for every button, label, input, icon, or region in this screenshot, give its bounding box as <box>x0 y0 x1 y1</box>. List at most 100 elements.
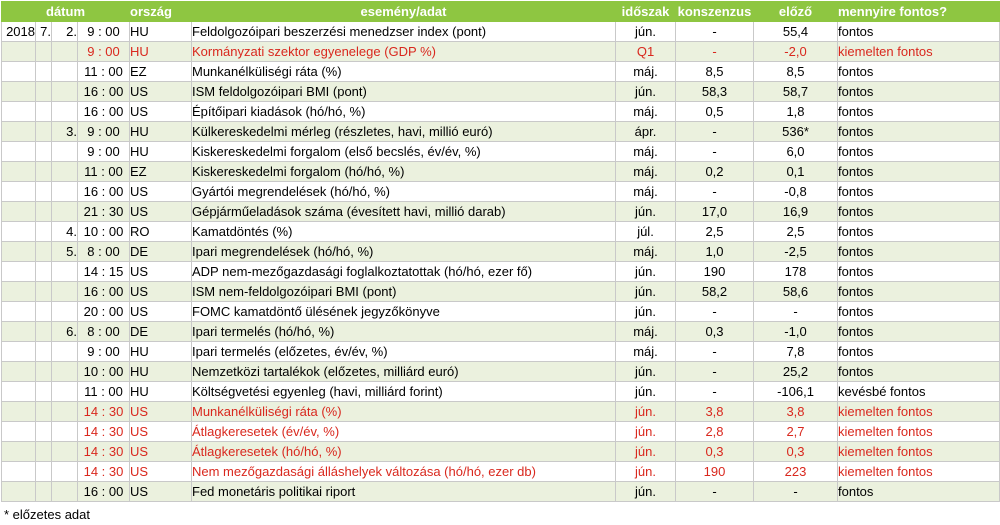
importance-cell: fontos <box>837 361 1000 382</box>
country-cell: HU <box>129 361 192 382</box>
importance-cell: fontos <box>837 101 1000 122</box>
event-cell: Kamatdöntés (%) <box>191 221 616 242</box>
importance-cell: kiemelten fontos <box>837 461 1000 482</box>
previous-cell: 0,3 <box>753 441 838 462</box>
table-row: 10 : 00 HU Nemzetközi tartalékok (előzetes… <box>1 361 1000 382</box>
country-cell: DE <box>129 321 192 342</box>
date-year <box>1 401 36 422</box>
time-cell: 16 : 00 <box>77 81 130 102</box>
date-month <box>35 121 52 142</box>
country-cell: US <box>129 261 192 282</box>
date-year: 2018 <box>1 21 36 42</box>
table-body: 2018 7. 2. 9 : 00 HU Feldolgozóipari beszerzé… <box>1 21 1000 502</box>
importance-cell: fontos <box>837 141 1000 162</box>
importance-cell: fontos <box>837 281 1000 302</box>
period-cell: jún. <box>615 361 676 382</box>
consensus-cell: - <box>675 361 754 382</box>
date-day: 5. <box>51 241 78 262</box>
consensus-cell: 0,3 <box>675 321 754 342</box>
importance-cell: fontos <box>837 181 1000 202</box>
country-cell: EZ <box>129 61 192 82</box>
period-cell: máj. <box>615 341 676 362</box>
header-importance: mennyire fontos? <box>837 1 1000 22</box>
importance-cell: fontos <box>837 201 1000 222</box>
previous-cell: -106,1 <box>753 381 838 402</box>
time-cell: 9 : 00 <box>77 141 130 162</box>
date-day <box>51 361 78 382</box>
event-cell: Kiskereskedelmi forgalom (hó/hó, %) <box>191 161 616 182</box>
country-cell: US <box>129 81 192 102</box>
importance-cell: kiemelten fontos <box>837 401 1000 422</box>
table-row: 9 : 00 HU Kiskereskedelmi forgalom (első b… <box>1 141 1000 162</box>
time-cell: 9 : 00 <box>77 121 130 142</box>
date-month <box>35 401 52 422</box>
date-day <box>51 141 78 162</box>
date-month <box>35 101 52 122</box>
importance-cell: fontos <box>837 481 1000 502</box>
consensus-cell: 0,5 <box>675 101 754 122</box>
importance-cell: kiemelten fontos <box>837 41 1000 62</box>
table-row: 16 : 00 US Gyártói megrendelések (hó/hó, %… <box>1 181 1000 202</box>
period-cell: jún. <box>615 481 676 502</box>
date-year <box>1 461 36 482</box>
previous-cell: 6,0 <box>753 141 838 162</box>
date-month <box>35 421 52 442</box>
date-year <box>1 221 36 242</box>
country-cell: DE <box>129 241 192 262</box>
date-day <box>51 101 78 122</box>
importance-cell: kiemelten fontos <box>837 421 1000 442</box>
consensus-cell: 0,2 <box>675 161 754 182</box>
country-cell: HU <box>129 121 192 142</box>
date-year <box>1 301 36 322</box>
country-cell: US <box>129 101 192 122</box>
importance-cell: fontos <box>837 301 1000 322</box>
consensus-cell: - <box>675 381 754 402</box>
table-row: 14 : 30 US Nem mezőgazdasági álláshelyek v… <box>1 461 1000 482</box>
date-year <box>1 321 36 342</box>
time-cell: 10 : 00 <box>77 221 130 242</box>
date-year <box>1 341 36 362</box>
date-year <box>1 441 36 462</box>
date-day: 4. <box>51 221 78 242</box>
importance-cell: fontos <box>837 21 1000 42</box>
period-cell: jún. <box>615 421 676 442</box>
header-consensus: konszenzus <box>675 1 754 22</box>
country-cell: US <box>129 281 192 302</box>
importance-cell: fontos <box>837 341 1000 362</box>
previous-cell: 2,7 <box>753 421 838 442</box>
period-cell: jún. <box>615 281 676 302</box>
table-row: 16 : 00 US ISM feldolgozóipari BMI (pont) j… <box>1 81 1000 102</box>
header-period: időszak <box>615 1 676 22</box>
time-cell: 16 : 00 <box>77 281 130 302</box>
date-day <box>51 161 78 182</box>
consensus-cell: 0,3 <box>675 441 754 462</box>
importance-cell: fontos <box>837 161 1000 182</box>
event-cell: Kiskereskedelmi forgalom (első becslés, … <box>191 141 616 162</box>
event-cell: Átlagkeresetek (év/év, %) <box>191 421 616 442</box>
event-cell: Nemzetközi tartalékok (előzetes, milliár… <box>191 361 616 382</box>
event-cell: Ipari termelés (hó/hó, %) <box>191 321 616 342</box>
period-cell: jún. <box>615 201 676 222</box>
time-cell: 14 : 15 <box>77 261 130 282</box>
time-cell: 11 : 00 <box>77 61 130 82</box>
country-cell: HU <box>129 141 192 162</box>
date-year <box>1 241 36 262</box>
country-cell: HU <box>129 21 192 42</box>
date-year <box>1 141 36 162</box>
date-day <box>51 341 78 362</box>
previous-cell: 223 <box>753 461 838 482</box>
time-cell: 14 : 30 <box>77 461 130 482</box>
time-cell: 14 : 30 <box>77 441 130 462</box>
footnote: * előzetes adat <box>4 507 91 522</box>
consensus-cell: - <box>675 301 754 322</box>
period-cell: júl. <box>615 221 676 242</box>
event-cell: ISM feldolgozóipari BMI (pont) <box>191 81 616 102</box>
consensus-cell: - <box>675 21 754 42</box>
event-cell: ISM nem-feldolgozóipari BMI (pont) <box>191 281 616 302</box>
time-cell: 9 : 00 <box>77 341 130 362</box>
event-cell: Feldolgozóipari beszerzési menedzser ind… <box>191 21 616 42</box>
consensus-cell: 8,5 <box>675 61 754 82</box>
date-month <box>35 341 52 362</box>
date-month <box>35 381 52 402</box>
date-month <box>35 41 52 62</box>
